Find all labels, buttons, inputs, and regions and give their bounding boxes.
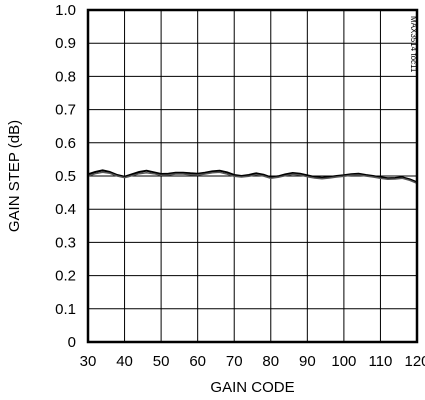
series-line-1 <box>87 169 418 184</box>
y-tick-label: 0.6 <box>55 135 76 152</box>
y-tick-label: 0.5 <box>55 168 76 185</box>
x-tick-labels: 30 40 50 60 70 80 90 100 110 120 <box>80 353 425 370</box>
y-tick-label: 0.3 <box>55 234 76 251</box>
x-tick-label: 40 <box>116 353 133 370</box>
x-tick-label: 60 <box>189 353 206 370</box>
y-tick-label: 0.4 <box>55 201 76 218</box>
figure-id: MAX3514 toc11 <box>409 16 418 73</box>
series-lines <box>87 169 418 184</box>
y-tick-label: 0.8 <box>55 68 76 85</box>
y-tick-label: 0 <box>68 334 76 351</box>
x-tick-label: 120 <box>404 353 425 370</box>
y-tick-label: 0.1 <box>55 301 76 318</box>
y-tick-label: 1.0 <box>55 2 76 19</box>
y-tick-label: 0.7 <box>55 102 76 119</box>
x-tick-label: 110 <box>368 353 392 370</box>
series-line-2 <box>87 171 418 184</box>
x-axis-title: GAIN CODE <box>210 379 294 396</box>
y-tick-label: 0.2 <box>55 268 76 285</box>
x-tick-label: 70 <box>226 353 243 370</box>
x-tick-label: 90 <box>299 353 316 370</box>
x-tick-label: 50 <box>153 353 170 370</box>
y-axis-title: GAIN STEP (dB) <box>6 120 23 232</box>
y-tick-label: 0.9 <box>55 35 76 52</box>
x-tick-label: 80 <box>262 353 279 370</box>
x-tick-label: 30 <box>80 353 97 370</box>
plot-frame <box>86 8 419 344</box>
y-tick-labels: 0 0.1 0.2 0.3 0.4 0.5 0.6 0.7 0.8 0.9 1.0 <box>55 2 76 351</box>
x-tick-label: 100 <box>331 353 356 370</box>
